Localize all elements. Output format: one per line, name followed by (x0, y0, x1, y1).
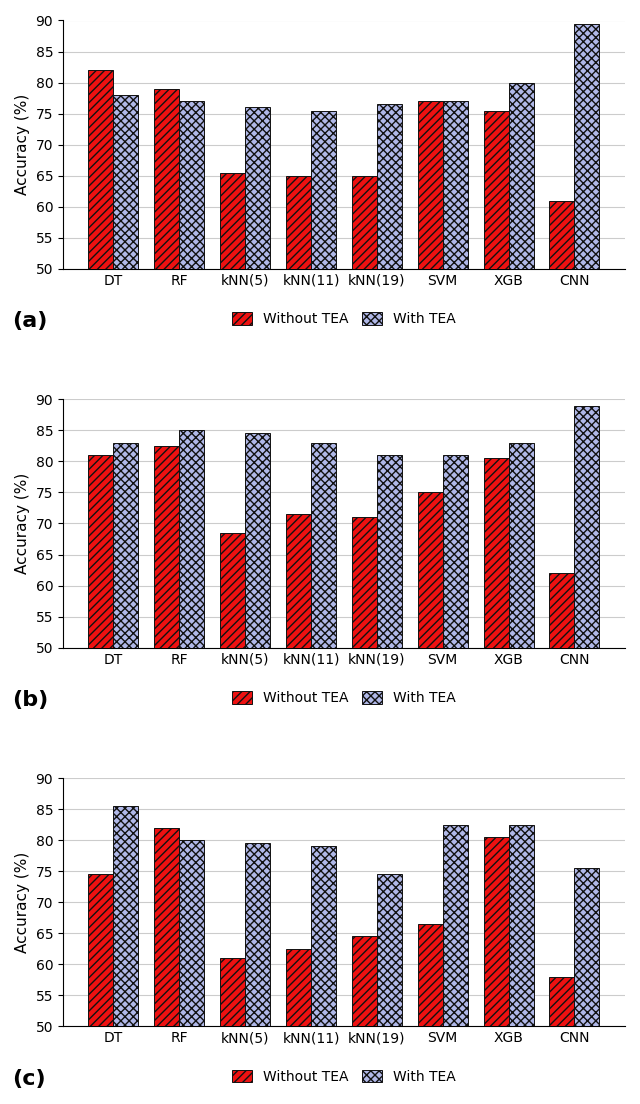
Bar (245, 843, 270, 1104)
Bar (377, 455, 402, 958)
Bar (549, 977, 575, 1104)
Bar (418, 102, 443, 580)
Bar (179, 431, 204, 958)
Bar (286, 176, 311, 580)
Bar (311, 443, 336, 958)
Bar (509, 825, 534, 1104)
Bar (509, 83, 534, 580)
Bar (154, 88, 179, 580)
Bar (484, 837, 509, 1104)
Bar (418, 492, 443, 958)
Bar (113, 443, 138, 958)
Bar (575, 868, 600, 1104)
Bar (154, 828, 179, 1104)
Bar (311, 847, 336, 1104)
Bar (352, 176, 377, 580)
Bar (220, 533, 245, 958)
Bar (443, 455, 468, 958)
Bar (113, 95, 138, 580)
Bar (549, 573, 575, 958)
Bar (154, 446, 179, 958)
Bar (286, 514, 311, 958)
Bar (352, 518, 377, 958)
Y-axis label: Accuracy (%): Accuracy (%) (15, 473, 30, 574)
Bar (179, 840, 204, 1104)
Text: (c): (c) (12, 1069, 46, 1089)
Bar (220, 172, 245, 580)
Bar (88, 455, 113, 958)
Bar (484, 458, 509, 958)
Bar (377, 874, 402, 1104)
Bar (509, 443, 534, 958)
Bar (179, 102, 204, 580)
Bar (443, 102, 468, 580)
Bar (377, 104, 402, 580)
Y-axis label: Accuracy (%): Accuracy (%) (15, 851, 30, 953)
Legend: Without TEA, With TEA: Without TEA, With TEA (228, 308, 460, 330)
Bar (575, 23, 600, 580)
Legend: Without TEA, With TEA: Without TEA, With TEA (228, 687, 460, 709)
Legend: Without TEA, With TEA: Without TEA, With TEA (228, 1065, 460, 1089)
Bar (113, 806, 138, 1104)
Bar (549, 201, 575, 580)
Bar (311, 110, 336, 580)
Bar (418, 924, 443, 1104)
Bar (575, 405, 600, 958)
Bar (286, 949, 311, 1104)
Y-axis label: Accuracy (%): Accuracy (%) (15, 94, 30, 195)
Bar (245, 434, 270, 958)
Bar (245, 107, 270, 580)
Bar (443, 825, 468, 1104)
Bar (352, 936, 377, 1104)
Bar (484, 110, 509, 580)
Text: (b): (b) (12, 690, 49, 710)
Bar (88, 874, 113, 1104)
Text: (a): (a) (12, 311, 48, 331)
Bar (88, 71, 113, 580)
Bar (220, 958, 245, 1104)
